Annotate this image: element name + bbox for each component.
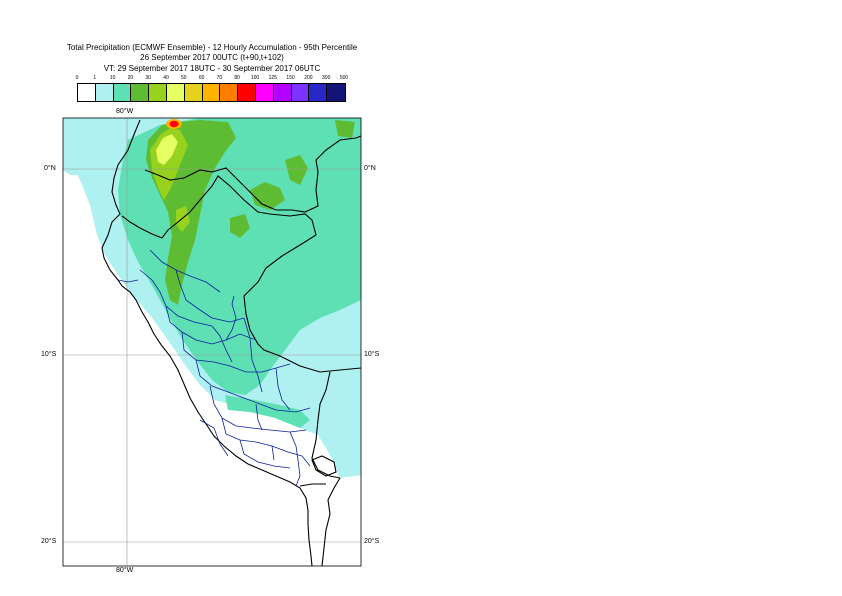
legend-label-6: 50 [181,75,187,81]
legend-swatch-2 [113,84,132,101]
ecuador-colombia-border [144,169,213,181]
legend-swatch-12 [291,84,310,101]
legend-swatch-5 [166,84,185,101]
lat-label-right-20s: 20°S [364,538,380,545]
legend-label-14: 300 [322,75,331,81]
legend-label-12: 150 [286,75,295,81]
lon-label-bottom: 80°W [116,567,134,574]
legend-swatch-0 [78,84,96,101]
legend-label-15: 500 [339,75,349,81]
peru-brazil-border [243,234,361,373]
legend-label-10: 100 [250,75,260,81]
legend-label-8: 70 [216,75,223,81]
legend-label-13: 200 [304,75,313,81]
legend-label-9: 80 [234,75,240,81]
legend-swatch-4 [149,84,167,101]
graticule [63,118,361,566]
legend-swatch-8 [220,84,239,101]
precip-area-20mm-east1 [250,182,285,210]
bolivia-chile-border [321,477,341,566]
legend-swatch-14 [327,84,345,101]
valid-time: VT: 29 September 2017 18UTC - 30 Septemb… [103,64,321,73]
lat-label-right-0: 0°N [364,165,376,172]
legend-swatch-3 [131,84,150,101]
legend-label-7: 60 [198,75,205,81]
legend-swatch-6 [184,84,203,101]
precip-area-20mm-east3 [230,214,250,238]
legend-label-11: 125 [268,75,277,81]
precip-core-100mm [169,120,179,128]
peru-bolivia-border [311,371,341,479]
legend-color-bar [77,83,346,102]
map-title: Total Precipitation (ECMWF Ensemble) - 1… [66,43,358,52]
base-time: 26 September 2017 00UTC (t+90,t+102) [140,53,284,62]
legend-label-4: 30 [145,75,151,81]
lat-label-left-20s: 20°S [41,538,57,545]
region-borders [117,249,311,487]
lon-label-top: 80°W [116,108,134,115]
lat-label-right-10s: 10°S [364,351,380,358]
colombia-brazil-border [211,135,361,213]
precip-area-30mm-2 [176,206,190,232]
legend-swatch-7 [202,84,221,101]
lat-label-left-0: 0°N [44,165,56,172]
legend-label-2: 10 [109,75,116,81]
legend-swatch-10 [255,84,274,101]
lat-label-left-10s: 10°S [41,351,57,358]
country-borders [101,119,361,566]
legend-label-1: 1 [93,75,97,81]
legend-label-3: 20 [127,75,134,81]
precip-area-20mm-east2 [285,155,308,185]
map-frame [62,117,362,567]
legend-label-5: 40 [163,75,169,81]
precip-area-10mm-south [225,395,310,428]
legend-swatch-11 [273,84,292,101]
legend-swatch-9 [238,84,256,101]
ecuador-peru-border [121,175,317,239]
legend-swatch-13 [309,84,328,101]
legend-threshold-labels: 0 1 10 20 30 40 50 60 70 80 100 125 150 … [62,75,362,83]
legend-label-0: 0 [75,75,79,81]
precip-area-1mm-west [63,150,102,210]
lake-titicaca [311,455,337,477]
precip-area-20mm-east4 [335,120,355,138]
precip-area-40mm [156,134,178,165]
legend-swatch-1 [95,84,114,101]
coastline [101,119,313,566]
chile-peru-border [299,483,326,487]
